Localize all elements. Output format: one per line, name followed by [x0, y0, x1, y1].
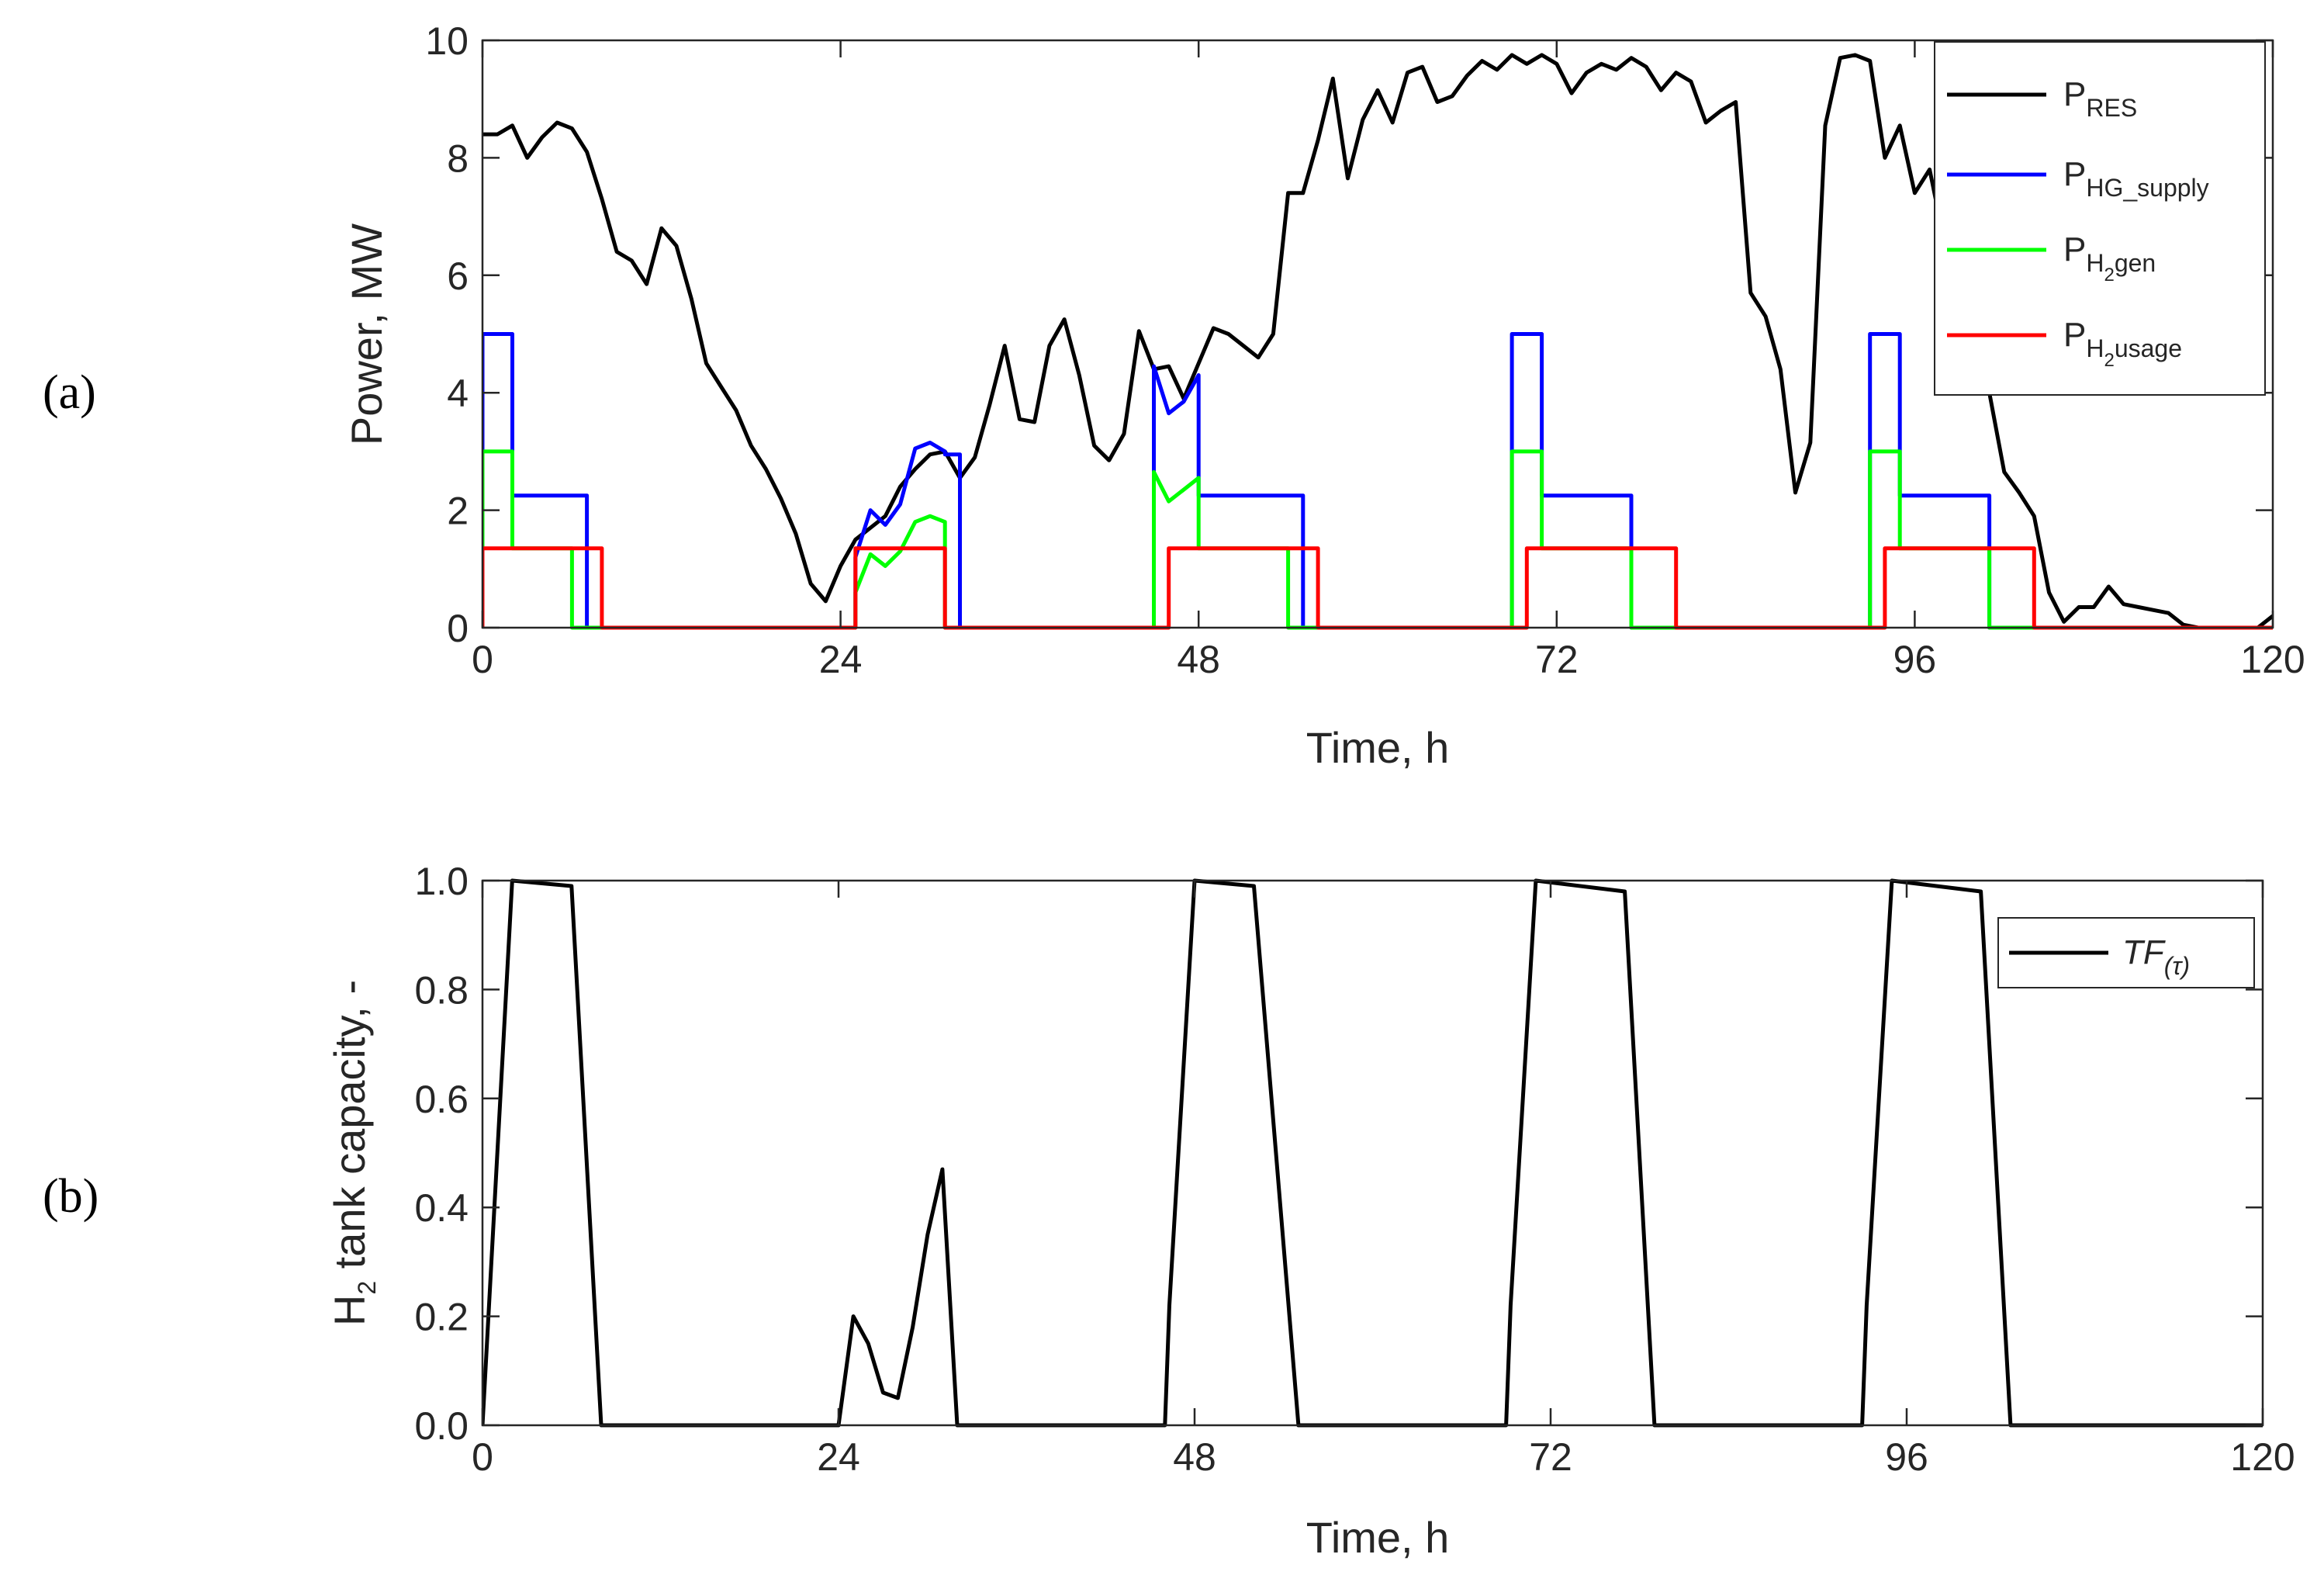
series-group-b [482, 878, 2263, 1428]
y-axis-label-b-sub: 2 [353, 1281, 381, 1295]
legend-a: PRES PHG_supply PH2gen PH2usage [1934, 41, 2266, 396]
legend-label-tf: TF [2122, 933, 2166, 971]
svg-text:PH2usage: PH2usage [2063, 316, 2182, 371]
svg-text:PHG_supply: PHG_supply [2063, 155, 2209, 202]
y-tick-label: 0.6 [414, 1078, 469, 1121]
y-tick-label: 8 [447, 137, 469, 180]
y-tick-label: 0.8 [414, 968, 469, 1012]
x-ticks-a: 0 24 48 72 96 120 [472, 40, 2305, 681]
y-ticks-a: 0 2 4 6 8 10 [425, 19, 2273, 650]
y-tick-label: 4 [447, 372, 469, 415]
y-tick-label: 0.2 [414, 1296, 469, 1339]
x-tick-label: 48 [1173, 1435, 1216, 1479]
x-tick-label: 72 [1529, 1435, 1572, 1479]
x-tick-label: 72 [1535, 638, 1579, 681]
x-tick-label: 24 [817, 1435, 860, 1479]
svg-text:PH2gen: PH2gen [2063, 230, 2156, 286]
legend-sub-p-res: RES [2086, 94, 2137, 122]
axes-box-a [481, 39, 2274, 629]
legend-entry-p-hg-supply: PHG_supply [1947, 155, 2209, 202]
plot-area-b [482, 881, 2263, 1425]
y-tick-label: 0.4 [414, 1186, 469, 1230]
legend-entry-p-res: PRES [1947, 75, 2137, 122]
legend-b: TF(τ) [1997, 917, 2255, 988]
x-tick-label: 48 [1177, 638, 1220, 681]
legend-sub2-p-h2gen: gen [2115, 249, 2156, 277]
legend-entry-tf: TF(τ) [2009, 933, 2190, 980]
legend-subsub-p-h2gen: 2 [2104, 265, 2114, 286]
x-ticks-b: 0 24 48 72 96 120 [472, 881, 2295, 1479]
chart-tank-capacity: 0 24 48 72 96 120 0.00.20.40.60.81.0 Time, h … [43, 860, 2295, 1562]
x-tick-label: 0 [472, 638, 493, 681]
legend-sub-p-hg-supply: HG_supply [2086, 174, 2208, 202]
x-tick-label: 96 [1885, 1435, 1928, 1479]
y-axis-label-b-rest: tank capacity, - [325, 980, 374, 1281]
x-tick-label: 96 [1893, 638, 1937, 681]
y-tick-label: 10 [425, 19, 469, 63]
x-axis-label-b: Time, h [1306, 1513, 1450, 1562]
axes-box-b [481, 879, 2264, 1427]
x-tick-label: 120 [2230, 1435, 2295, 1479]
svg-text:PRES: PRES [2063, 75, 2137, 122]
legend-label-p-h2usage: P [2063, 316, 2086, 354]
legend-label-p-res: P [2063, 75, 2086, 113]
y-tick-label: 0.0 [414, 1404, 469, 1448]
y-axis-label-b: H2 tank capacity, - [325, 980, 381, 1326]
y-ticks-b: 0.0 0.2 0.4 0.6 0.8 1.0 [414, 860, 2263, 1448]
y-tick-label: 0 [447, 607, 469, 650]
y-tick-label: 1.0 [414, 860, 469, 903]
y-tick-label: 2 [447, 490, 469, 533]
y-tick-label: 6 [447, 254, 469, 298]
panel-label-a: (a) [43, 366, 96, 419]
legend-label-p-hg-supply: P [2063, 155, 2086, 193]
series-line-tf [482, 878, 2263, 1428]
legend-label-p-h2gen: P [2063, 230, 2086, 268]
svg-text:TF(τ): TF(τ) [2122, 933, 2190, 980]
legend-sub2-p-h2usage: usage [2115, 334, 2182, 362]
x-axis-label-a: Time, h [1306, 723, 1450, 772]
legend-entry-p-h2usage: PH2usage [1947, 316, 2182, 371]
legend-sub-p-h2usage: H [2086, 334, 2104, 362]
legend-entry-p-h2gen: PH2gen [1947, 230, 2156, 286]
legend-sub-p-h2gen: H [2086, 249, 2104, 277]
legend-subsub-p-h2usage: 2 [2104, 350, 2114, 371]
x-tick-label: 24 [819, 638, 863, 681]
y-axis-label-b-main: H [325, 1295, 374, 1326]
legend-sub-tf: (τ) [2164, 952, 2190, 980]
x-tick-label: 0 [472, 1435, 493, 1479]
panel-label-b: (b) [43, 1170, 99, 1223]
y-axis-label-a: Power, MW [342, 223, 391, 445]
x-tick-label: 120 [2240, 638, 2305, 681]
